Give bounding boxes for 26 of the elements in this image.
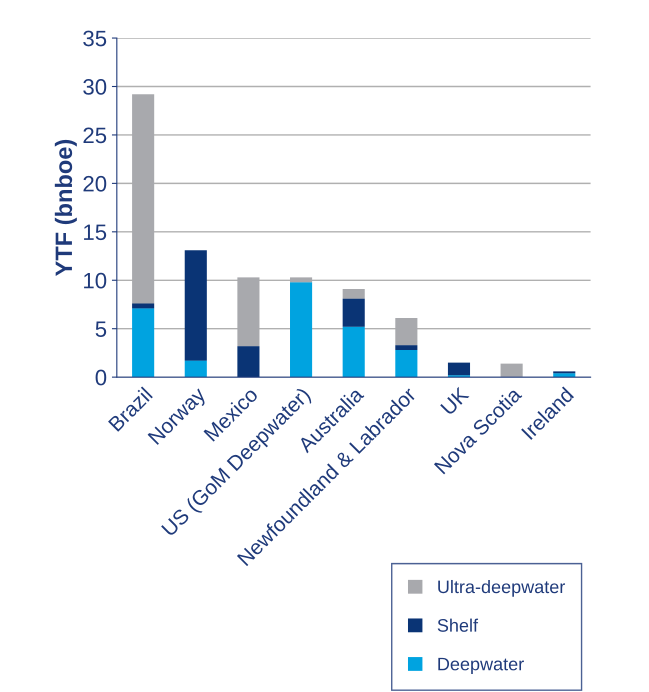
y-axis-title: YTF (bnboe) [54,140,77,276]
y-tick-label: 30 [83,79,106,95]
y-tick-label: 0 [96,370,106,386]
legend-label: Deepwater [438,658,524,674]
bar [342,298,365,327]
bar [448,362,470,376]
bar [132,308,154,378]
y-tick-label: 10 [84,272,106,289]
bar [132,304,154,308]
bar [184,250,207,361]
y-tick-label: 15 [84,224,106,240]
bar [184,360,207,378]
bar [290,282,312,378]
bar [395,350,418,378]
y-tick-label: 20 [84,176,106,192]
y-tick-label: 25 [84,127,106,144]
legend-label: Ultra-deepwater [438,580,566,597]
bar [500,364,523,378]
y-tick-label: 5 [96,321,106,337]
y-tick-label: 35 [83,30,106,46]
x-tick-label: UK [440,386,470,416]
bar [342,326,365,378]
legend-label: Shelf [438,618,478,632]
bar [395,345,418,350]
bar [237,346,260,378]
bar [342,288,365,299]
